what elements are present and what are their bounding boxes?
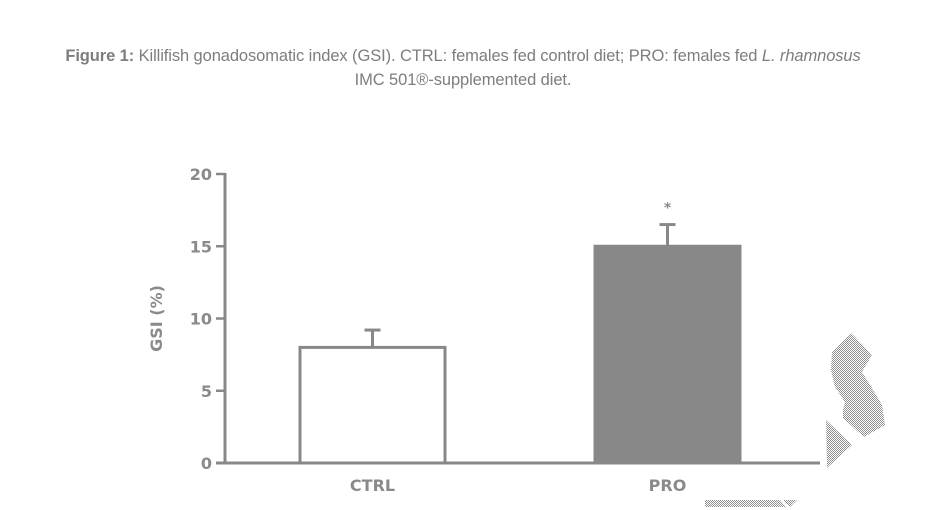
significance-marker: * (664, 201, 672, 217)
watermark-bottom-triangle (783, 500, 797, 507)
caption-text: Killifish gonadosomatic index (GSI). CTR… (134, 47, 762, 65)
y-axis-title: GSI (%) (147, 285, 166, 352)
y-tick-label: 10 (190, 310, 212, 329)
figure-caption: Figure 1: Killifish gonadosomatic index … (0, 44, 926, 92)
bar-ctrl (298, 345, 447, 465)
y-tick-label: 5 (201, 382, 212, 401)
bar-pro (593, 244, 742, 463)
x-category-label: PRO (649, 476, 687, 495)
bars (298, 244, 742, 465)
labels: CTRL PRO * (350, 201, 686, 495)
caption-figure-number: Figure 1: (65, 47, 135, 65)
watermark-triangle (826, 420, 852, 468)
watermark-logo (705, 333, 885, 507)
error-bars (364, 223, 676, 348)
watermark-bottom-strip (705, 500, 786, 507)
watermark-s-shape (831, 333, 885, 437)
x-category-label: CTRL (350, 476, 395, 495)
y-tick-label: 15 (190, 237, 212, 256)
caption-species: L. rhamnosus (761, 47, 861, 65)
y-tick-label: 0 (201, 454, 212, 473)
y-tick-label: 20 (190, 165, 212, 184)
caption-line-2: IMC 501®-supplemented diet. (354, 71, 572, 89)
caption-line-1: Figure 1: Killifish gonadosomatic index … (0, 44, 926, 68)
